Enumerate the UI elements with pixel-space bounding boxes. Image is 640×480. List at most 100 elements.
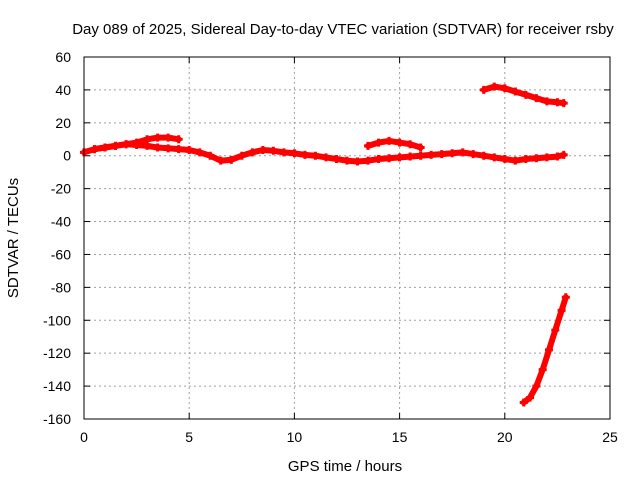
- x-tick-label: 20: [497, 429, 513, 445]
- chart-title: Day 089 of 2025, Sidereal Day-to-day VTE…: [72, 21, 614, 38]
- x-tick-label: 15: [392, 429, 408, 445]
- data-point: [279, 148, 288, 157]
- data-point: [364, 156, 373, 165]
- data-point: [153, 133, 162, 142]
- data-point: [174, 135, 183, 144]
- y-tick-label: -140: [43, 378, 71, 394]
- data-point: [490, 82, 499, 91]
- x-tick-label: 10: [287, 429, 303, 445]
- series-drop-arc: [519, 293, 570, 407]
- data-point: [532, 94, 541, 103]
- data-point: [195, 148, 204, 157]
- data-point: [374, 138, 383, 147]
- data-point: [479, 151, 488, 160]
- y-tick-label: -60: [51, 246, 71, 262]
- data-point: [332, 155, 341, 164]
- data-point: [406, 152, 415, 161]
- data-point: [290, 149, 299, 158]
- data-point: [206, 151, 215, 160]
- data-point: [553, 152, 562, 161]
- data-point: [132, 138, 141, 147]
- data-point: [153, 143, 162, 152]
- tick-layer: 0 5 10 15 20 25 -160 -140 -120 -100 -80 -60 -40 -20 0 2…: [43, 49, 618, 445]
- data-point: [164, 144, 173, 153]
- data-point: [479, 85, 488, 94]
- data-point: [532, 382, 541, 391]
- data-point: [111, 141, 120, 150]
- x-tick-label: 0: [80, 429, 88, 445]
- data-point: [227, 155, 236, 164]
- data-point: [542, 97, 551, 106]
- x-axis-label: GPS time / hours: [288, 458, 402, 475]
- y-tick-label: -80: [51, 279, 71, 295]
- data-point: [551, 326, 560, 335]
- data-point: [385, 136, 394, 145]
- data-point: [416, 151, 425, 160]
- y-axis-label: SDTVAR / TECUs: [5, 178, 22, 298]
- data-point: [185, 145, 194, 154]
- y-tick-label: 0: [63, 148, 71, 164]
- data-point: [364, 141, 373, 150]
- data-point: [385, 154, 394, 163]
- data-point: [174, 145, 183, 154]
- series-mid-arc: [364, 136, 425, 152]
- data-point: [521, 155, 530, 164]
- data-point: [406, 140, 415, 149]
- data-point: [237, 151, 246, 160]
- data-point: [321, 153, 330, 162]
- data-point: [416, 143, 425, 152]
- data-point: [526, 393, 535, 402]
- data-point: [395, 138, 404, 147]
- series-layer: [80, 82, 570, 407]
- data-point: [300, 150, 309, 159]
- y-tick-label: 60: [55, 49, 71, 65]
- y-tick-label: 20: [55, 115, 71, 131]
- y-tick-label: -100: [43, 312, 71, 328]
- data-point: [559, 150, 568, 159]
- data-point: [519, 398, 528, 407]
- data-point: [448, 149, 457, 158]
- data-point: [311, 151, 320, 160]
- series-upper-arc: [90, 133, 183, 154]
- data-point: [353, 157, 362, 166]
- data-point: [164, 133, 173, 142]
- y-tick-label: -120: [43, 345, 71, 361]
- data-point: [561, 293, 570, 302]
- data-point: [143, 135, 152, 144]
- grid-layer: [84, 57, 610, 419]
- data-point: [469, 150, 478, 159]
- data-point: [500, 84, 509, 93]
- data-point: [500, 155, 509, 164]
- data-point: [532, 154, 541, 163]
- data-point: [216, 156, 225, 165]
- data-point: [538, 365, 547, 374]
- data-point: [90, 145, 99, 154]
- data-point: [269, 146, 278, 155]
- y-tick-label: 40: [55, 82, 71, 98]
- data-point: [427, 150, 436, 159]
- data-point: [458, 148, 467, 157]
- data-point: [374, 155, 383, 164]
- data-point: [343, 156, 351, 165]
- data-point: [258, 145, 267, 154]
- data-point: [101, 143, 110, 152]
- data-point: [511, 87, 520, 96]
- data-point: [544, 345, 553, 354]
- data-point: [122, 140, 131, 149]
- y-tick-label: -160: [43, 411, 71, 427]
- data-point: [395, 153, 404, 162]
- data-point: [437, 150, 446, 159]
- plot-frame: [83, 56, 611, 420]
- y-tick-label: -20: [51, 181, 71, 197]
- data-point: [559, 99, 568, 108]
- x-tick-label: 5: [185, 429, 193, 445]
- data-point: [542, 153, 551, 162]
- y-tick-label: -40: [51, 214, 71, 230]
- data-point: [557, 306, 566, 315]
- data-point: [521, 90, 530, 99]
- data-point: [511, 156, 520, 165]
- data-point: [248, 148, 257, 157]
- x-tick-label: 25: [602, 429, 618, 445]
